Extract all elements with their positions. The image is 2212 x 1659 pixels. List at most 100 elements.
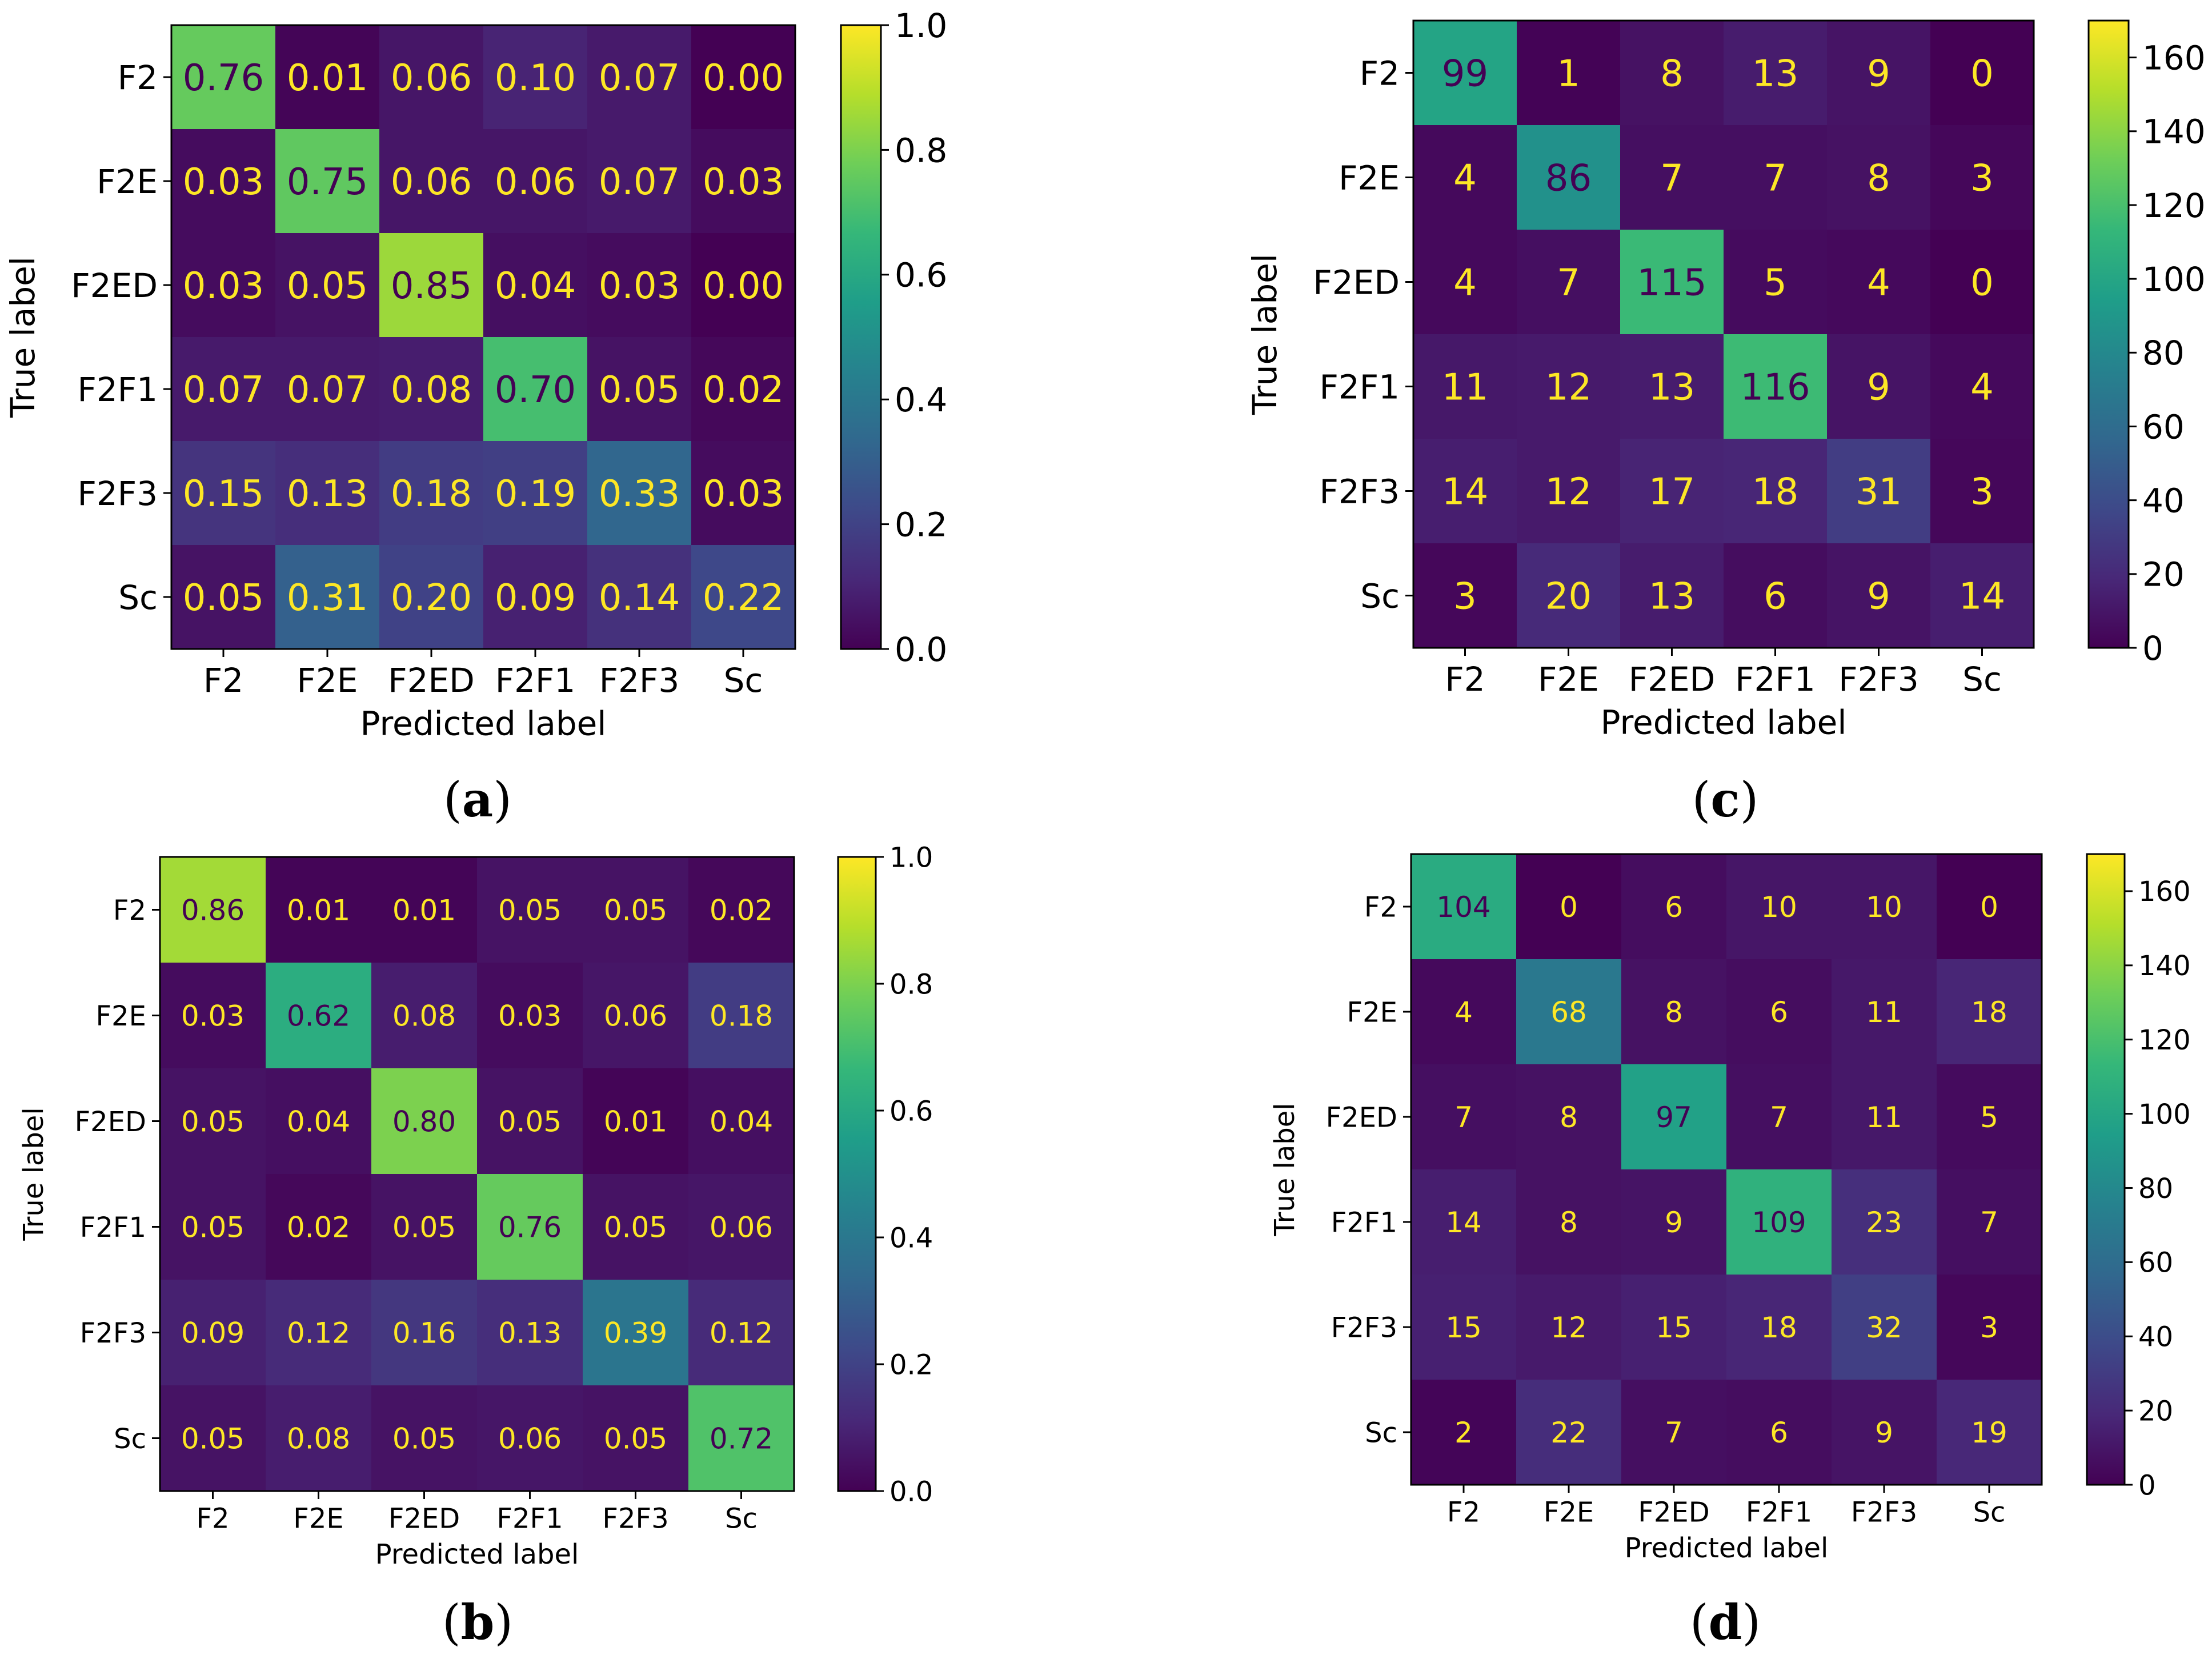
cell-d-5-2	[1621, 1380, 1727, 1485]
cell-b-4-4	[583, 1280, 689, 1386]
ytick-label-d-4: F2F3	[1331, 1312, 1397, 1344]
cell-c-5-5	[1930, 543, 2034, 648]
cell-d-3-4	[1832, 1169, 1937, 1275]
cell-c-1-0	[1413, 125, 1517, 230]
cell-value-d-3-4: 23	[1866, 1206, 1902, 1239]
cell-b-2-1	[266, 1068, 372, 1175]
cell-value-d-4-2: 15	[1656, 1311, 1692, 1344]
cell-value-b-3-5: 0.06	[710, 1211, 773, 1244]
cell-value-a-1-4: 0.07	[599, 161, 680, 203]
cell-a-3-3	[483, 337, 588, 442]
ytick-label-a-4: F2F3	[77, 474, 158, 513]
caption-d: (d)	[1689, 1594, 1761, 1650]
colorbar-tick-label-c-3: 60	[2142, 407, 2185, 446]
cell-d-3-1	[1516, 1169, 1622, 1275]
colorbar-d	[2086, 853, 2126, 1486]
cell-value-c-3-5: 4	[1970, 367, 1994, 409]
cell-value-b-2-5: 0.04	[710, 1105, 773, 1139]
cell-value-a-3-3: 0.70	[495, 369, 576, 411]
cell-b-0-4	[583, 857, 689, 963]
cell-value-b-3-0: 0.05	[181, 1211, 245, 1244]
cell-a-0-2	[379, 25, 484, 130]
cell-value-c-5-3: 6	[1764, 576, 1787, 618]
cell-b-3-3	[477, 1174, 583, 1280]
colorbar-tick-label-c-7: 140	[2142, 113, 2206, 151]
caption-b: (b)	[442, 1594, 514, 1650]
ylabel-a: True label	[3, 257, 42, 418]
confusion-matrix-c: 99 1 8 13 9 04 86 7 7 8 34 7 115 5 4 011 12 13 116 9 414 12 17…	[1245, 19, 2206, 742]
caption-c: (c)	[1692, 771, 1759, 828]
cell-value-d-0-3: 10	[1761, 891, 1797, 924]
xtick-label-a-0: F2	[203, 661, 243, 700]
cell-value-b-3-2: 0.05	[392, 1211, 456, 1244]
cell-value-a-2-1: 0.05	[287, 265, 368, 307]
cell-value-d-0-5: 0	[1980, 891, 1998, 924]
ytick-label-d-2: F2ED	[1326, 1101, 1397, 1133]
cell-a-4-3	[483, 441, 588, 546]
xtick-label-b-0: F2	[196, 1502, 229, 1534]
cell-b-3-0	[160, 1174, 266, 1280]
cell-a-5-4	[587, 545, 692, 650]
ylabel-c: True label	[1245, 254, 1284, 415]
cell-value-b-1-2: 0.08	[392, 1000, 456, 1033]
cell-value-a-0-2: 0.06	[391, 57, 472, 99]
cell-value-d-2-1: 8	[1560, 1101, 1578, 1134]
ytick-label-d-0: F2	[1364, 891, 1397, 923]
cell-b-4-5	[688, 1280, 795, 1386]
cell-value-d-2-5: 5	[1980, 1101, 1998, 1134]
ytick-label-d-5: Sc	[1365, 1417, 1397, 1449]
cell-value-a-5-3: 0.09	[495, 577, 576, 619]
cell-a-2-4	[587, 233, 692, 338]
cell-value-c-2-3: 5	[1764, 262, 1787, 304]
cell-value-a-1-0: 0.03	[183, 161, 265, 203]
cell-a-5-5	[691, 545, 796, 650]
cell-value-a-0-3: 0.10	[495, 57, 576, 99]
cell-c-4-5	[1930, 439, 2034, 544]
matrix-frame-c	[1412, 19, 2035, 649]
cell-value-b-5-2: 0.05	[392, 1422, 456, 1456]
colorbar-tick-label-d-8: 160	[2138, 876, 2191, 908]
cell-value-d-5-5: 19	[1971, 1416, 2007, 1449]
cell-d-0-3	[1726, 854, 1832, 960]
cell-value-d-3-1: 8	[1560, 1206, 1578, 1239]
colorbar-tick-label-c-8: 160	[2142, 38, 2206, 77]
cell-a-3-0	[171, 337, 276, 442]
ytick-label-a-3: F2F1	[77, 370, 158, 409]
colorbar-tick-label-a-0: 0.0	[895, 630, 947, 669]
cell-value-c-4-5: 3	[1970, 471, 1994, 514]
ytick-label-b-5: Sc	[114, 1423, 146, 1455]
cell-a-1-5	[691, 129, 796, 234]
cell-b-5-4	[583, 1385, 689, 1492]
cell-value-a-1-2: 0.06	[391, 161, 472, 203]
cell-value-a-5-4: 0.14	[599, 577, 680, 619]
cell-value-c-3-4: 9	[1867, 367, 1890, 409]
cell-value-d-2-2: 97	[1656, 1101, 1692, 1134]
cell-c-0-2	[1620, 21, 1724, 126]
cell-b-2-0	[160, 1068, 266, 1175]
colorbar-b	[837, 856, 877, 1492]
cell-c-2-0	[1413, 230, 1517, 335]
ytick-label-b-4: F2F3	[80, 1317, 146, 1349]
ytick-label-d-1: F2E	[1347, 996, 1397, 1028]
cell-b-4-3	[477, 1280, 583, 1386]
cell-a-5-2	[379, 545, 484, 650]
cell-value-a-3-1: 0.07	[287, 369, 368, 411]
cell-c-2-3	[1724, 230, 1828, 335]
ylabel-b: True label	[18, 1107, 50, 1241]
ytick-label-a-2: F2ED	[71, 266, 158, 305]
cell-c-1-3	[1724, 125, 1828, 230]
ytick-label-c-0: F2	[1360, 54, 1400, 93]
cell-a-5-3	[483, 545, 588, 650]
cell-value-d-1-4: 11	[1866, 996, 1902, 1029]
cell-d-1-3	[1726, 959, 1832, 1065]
cell-value-d-0-4: 10	[1866, 891, 1902, 924]
cell-value-d-3-2: 9	[1665, 1206, 1683, 1239]
cell-value-a-5-1: 0.31	[287, 577, 368, 619]
cell-value-c-4-2: 17	[1649, 471, 1695, 514]
ytick-label-b-1: F2E	[96, 1000, 146, 1032]
cell-value-b-2-4: 0.01	[604, 1105, 667, 1139]
cell-d-3-3	[1726, 1169, 1832, 1275]
ylabel-d: True label	[1269, 1103, 1301, 1236]
cell-a-5-1	[275, 545, 380, 650]
cell-d-5-4	[1832, 1380, 1937, 1485]
